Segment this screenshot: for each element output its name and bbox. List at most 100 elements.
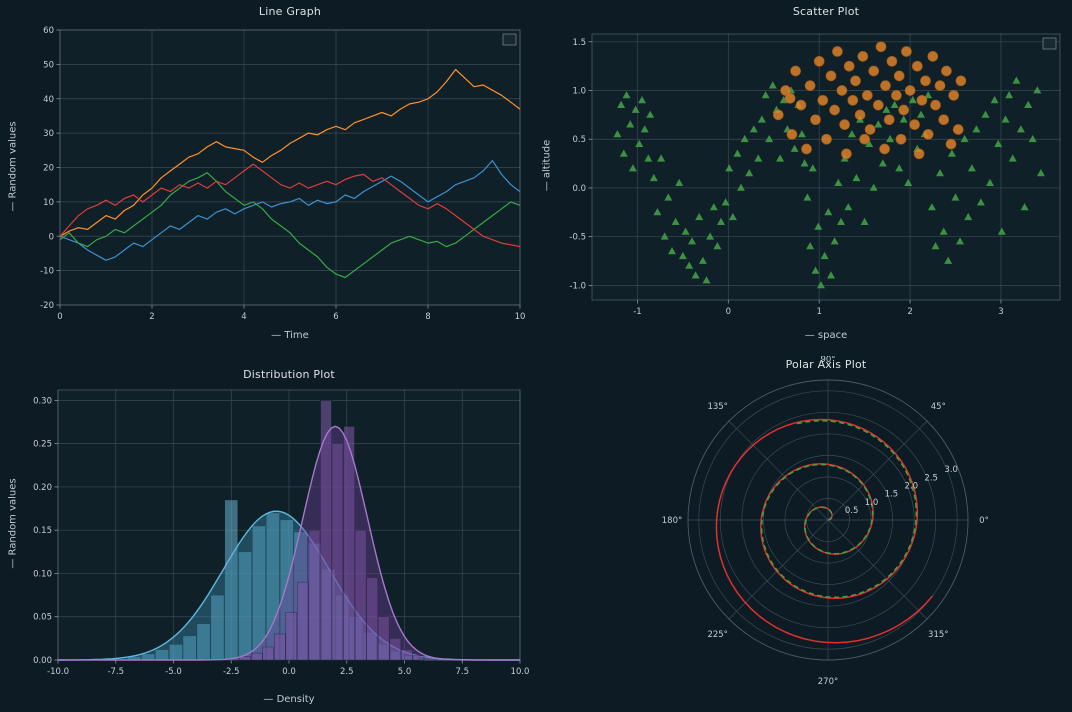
triangle-marker	[613, 130, 622, 138]
triangle-marker	[685, 261, 694, 269]
triangle-marker	[681, 227, 690, 235]
triangle-marker	[967, 164, 976, 172]
scatter-plot-title: Scatter Plot	[792, 5, 860, 18]
polar-angle-label: 180°	[662, 516, 682, 526]
x-tick-label: 6	[333, 312, 338, 322]
triangle-marker	[657, 154, 666, 162]
circle-marker	[886, 55, 898, 67]
triangle-marker	[779, 96, 788, 104]
legend-box	[502, 33, 517, 46]
circle-marker	[879, 143, 890, 155]
triangle-marker	[811, 266, 820, 274]
circle-marker	[948, 90, 960, 101]
triangle-marker	[749, 125, 758, 133]
kde-area-purple	[58, 426, 520, 660]
y-tick-label: 10	[43, 198, 54, 208]
plot-panel	[592, 34, 1060, 300]
y-tick-label: -10	[40, 267, 54, 277]
triangle-marker	[649, 173, 658, 182]
y-tick-label: 1.5	[572, 38, 586, 48]
triangle-marker	[981, 110, 990, 118]
circle-marker	[934, 80, 946, 91]
plot-spine	[591, 33, 1061, 301]
circle-marker	[875, 41, 887, 53]
triangle-marker	[834, 178, 843, 186]
scatter-plot-canvas: -1 0 1 2 3 -1.0 -0.5 0.0 0.5 1.0 1.5	[569, 33, 1061, 317]
triangle-marker	[806, 242, 815, 250]
x-tick-label: 10	[515, 312, 526, 322]
triangle-marker	[800, 159, 809, 167]
x-tick-label: -7.5	[107, 667, 124, 677]
triangle-marker	[1012, 76, 1021, 84]
hist-bar-purple	[262, 646, 274, 661]
triangle-marker	[635, 139, 644, 147]
figure-distribution-plot: -10.0 -7.5 -5.0 -2.5 0.0 2.5 5.0 7.5 10.0 0.00 0.0…	[0, 356, 536, 712]
y-tick-label: 0.05	[33, 613, 52, 623]
triangle-marker	[890, 100, 899, 108]
polar-radial-label: 1.0	[865, 498, 879, 508]
circle-marker	[911, 60, 923, 72]
hist-bar-purple	[320, 400, 332, 661]
hist-bar-purple	[285, 612, 298, 661]
distribution-plot-canvas: -10.0 -7.5 -5.0 -2.5 0.0 2.5 5.0 7.5 10.0 0.00 0.0…	[33, 389, 530, 677]
circle-marker	[784, 92, 796, 104]
circle-marker	[836, 85, 848, 96]
x-tick-label: -5.0	[165, 667, 182, 677]
triangle-marker	[638, 96, 646, 104]
triangle-marker	[824, 208, 833, 216]
red-spiral	[715, 418, 934, 644]
circle-marker	[839, 119, 850, 130]
hist-bar-purple	[297, 581, 309, 661]
green-spiral	[760, 419, 918, 599]
triangle-marker	[698, 256, 707, 264]
triangle-marker	[830, 237, 839, 245]
hist-bar-purple	[366, 577, 378, 661]
circle-marker	[893, 70, 905, 82]
triangle-marker	[936, 169, 944, 177]
x-tick-label: 10.0	[511, 667, 530, 677]
polar-grid-circle	[698, 390, 958, 650]
legend-box	[1042, 37, 1057, 50]
kde-area-blue	[58, 511, 520, 660]
triangle-marker	[844, 203, 853, 211]
triangle-marker	[671, 217, 680, 225]
circle-marker	[922, 129, 934, 140]
circle-marker	[952, 124, 964, 135]
polar-angle-label: 135°	[707, 402, 727, 412]
circle-marker	[868, 65, 880, 77]
circle-marker	[864, 124, 876, 135]
triangle-marker	[860, 217, 869, 225]
hist-bar-purple	[308, 529, 321, 661]
polar-spoke	[827, 519, 928, 620]
triangle-marker	[899, 115, 908, 123]
triangle-marker	[931, 242, 940, 250]
triangle-marker	[1036, 169, 1045, 177]
triangle-marker	[668, 247, 676, 255]
triangle-marker	[852, 173, 861, 182]
x-tick-label: 1	[816, 307, 821, 317]
triangle-marker	[765, 134, 774, 143]
circle-marker	[880, 80, 891, 91]
circle-marker	[901, 46, 912, 57]
x-tick-label: 8	[425, 312, 430, 322]
plot-spine	[59, 29, 521, 306]
circle-marker	[927, 51, 939, 62]
hist-bar-purple	[389, 638, 401, 661]
circle-marker	[913, 148, 925, 160]
circle-marker	[872, 99, 884, 111]
x-tick-label: -1	[633, 307, 641, 317]
triangle-marker	[847, 130, 856, 138]
triangle-marker	[924, 91, 933, 99]
triangle-marker	[660, 232, 669, 240]
triangle-marker	[622, 91, 631, 99]
hist-bar-purple	[354, 529, 367, 661]
polar-grid-circle	[741, 433, 915, 607]
polar-grid-circle	[763, 455, 893, 585]
figure-polar-plot: 0° 45° 90° 135° 180° 225° 270° 315° 0.5 1.0 1.5 2.0…	[536, 356, 1072, 712]
triangle-marker	[1008, 154, 1017, 162]
triangle-marker	[619, 149, 628, 157]
y-tick-label: 60	[43, 26, 54, 36]
triangle-marker	[951, 193, 960, 201]
x-tick-label: 7.5	[455, 667, 469, 677]
triangle-marker	[728, 212, 737, 221]
